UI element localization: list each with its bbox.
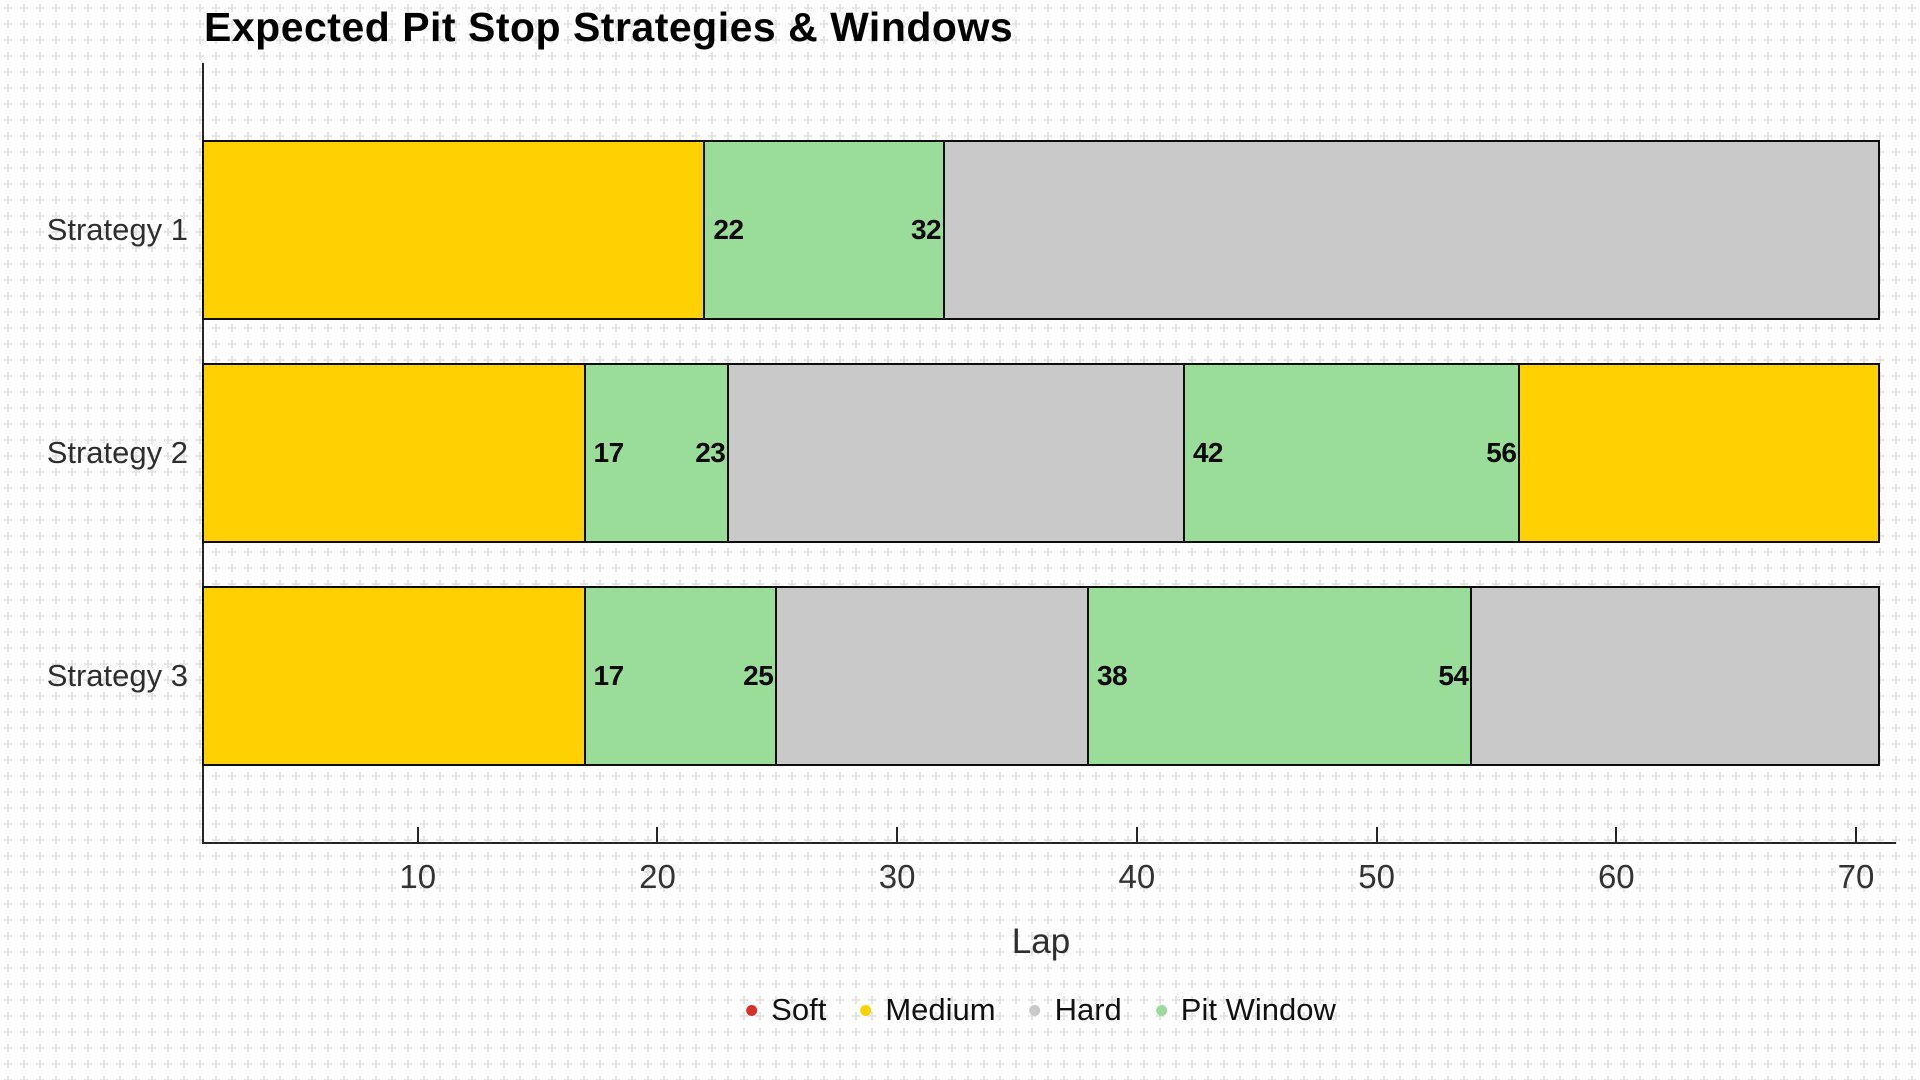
x-tick-label: 30 (878, 858, 916, 895)
pit-window-end-label: 23 (695, 437, 726, 468)
y-tick-label-strategy-3: Strategy 3 (46, 658, 188, 693)
pit-window-start-label: 17 (593, 437, 625, 468)
x-tick-mark (1855, 827, 1858, 842)
legend: Soft Medium Hard Pit Window (746, 992, 1336, 1028)
legend-item-medium[interactable]: Medium (860, 992, 996, 1028)
pit-window-end-label: 25 (743, 660, 774, 691)
legend-dot-icon (746, 1004, 758, 1016)
bar-segment-pit-window[interactable]: 22 32 (705, 140, 946, 320)
x-tick-label: 40 (1118, 858, 1156, 895)
x-tick-mark (416, 827, 419, 842)
x-tick-mark (656, 827, 659, 842)
x-tick-mark (1615, 827, 1618, 842)
chart-title: Expected Pit Stop Strategies & Windows (204, 4, 1014, 50)
legend-label: Pit Window (1180, 992, 1336, 1027)
pit-window-end-label: 32 (910, 214, 942, 245)
y-tick-label-strategy-2: Strategy 2 (46, 435, 188, 470)
x-tick-label: 10 (399, 858, 437, 895)
x-axis-title: Lap (1011, 922, 1071, 961)
pit-window-end-label: 56 (1486, 437, 1517, 468)
bar-segment-medium[interactable] (202, 363, 586, 543)
y-tick-label-strategy-1: Strategy 1 (46, 212, 188, 247)
legend-item-soft[interactable]: Soft (746, 992, 826, 1028)
strategy-bar: 17 25 38 54 (202, 586, 1880, 766)
x-tick-mark (1135, 827, 1138, 842)
legend-dot-icon (1029, 1004, 1041, 1016)
legend-dot-icon (1155, 1004, 1167, 1016)
bar-segment-medium[interactable] (1520, 363, 1880, 543)
x-tick-label: 60 (1597, 858, 1635, 895)
plot-area: 22 32 17 23 42 56 17 25 38 54 10 20 30 40 50 60 70 (202, 63, 1896, 895)
pit-window-start-label: 42 (1192, 437, 1224, 468)
bar-segment-medium[interactable] (202, 586, 586, 766)
bar-segment-pit-window[interactable]: 42 56 (1184, 363, 1521, 543)
bar-segment-hard[interactable] (1472, 586, 1880, 766)
legend-label: Hard (1054, 992, 1122, 1027)
legend-label: Medium (885, 992, 996, 1027)
pit-window-start-label: 17 (593, 660, 625, 691)
x-tick-label: 50 (1358, 858, 1395, 895)
legend-item-pit-window[interactable]: Pit Window (1155, 992, 1336, 1028)
bar-segment-pit-window[interactable]: 17 25 (585, 586, 778, 766)
pit-window-start-label: 38 (1096, 660, 1128, 691)
bar-segment-hard[interactable] (777, 586, 1089, 766)
bar-segment-hard[interactable] (729, 363, 1185, 543)
x-tick-mark (896, 827, 899, 842)
legend-item-hard[interactable]: Hard (1029, 992, 1122, 1028)
pit-window-end-label: 54 (1438, 660, 1469, 691)
x-axis-line (202, 842, 1896, 844)
x-tick-mark (1375, 827, 1378, 842)
strategy-bar: 22 32 (202, 140, 1880, 320)
pit-window-start-label: 22 (713, 214, 744, 245)
bar-segment-pit-window[interactable]: 38 54 (1088, 586, 1473, 766)
bar-segment-pit-window[interactable]: 17 23 (585, 363, 730, 543)
legend-label: Soft (771, 992, 827, 1027)
x-tick-label: 70 (1837, 858, 1875, 895)
strategy-bar: 17 23 42 56 (202, 363, 1880, 543)
bar-segment-medium[interactable] (202, 140, 706, 320)
legend-dot-icon (860, 1004, 872, 1016)
bar-segment-hard[interactable] (945, 140, 1880, 320)
x-tick-label: 20 (639, 858, 676, 895)
